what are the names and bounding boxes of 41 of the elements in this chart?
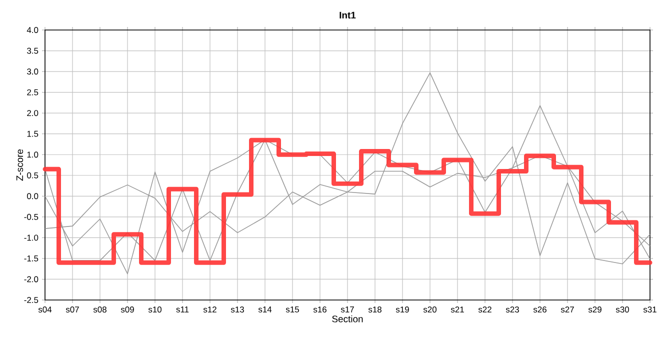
x-tick-label: s30 <box>616 306 629 313</box>
x-tick-label: s08 <box>93 306 106 313</box>
y-tick-label: -2.0 <box>24 276 38 282</box>
x-tick-label: s13 <box>230 306 244 313</box>
y-axis-title: Z-score <box>16 149 24 181</box>
line-series <box>44 72 650 274</box>
y-tick-label: 0.5 <box>27 172 38 178</box>
y-tick-label: -1.5 <box>24 256 38 262</box>
y-tick-label: 1.5 <box>27 130 38 137</box>
x-tick-label: s11 <box>176 306 189 312</box>
x-tick-label: s31 <box>643 306 656 313</box>
y-tick-label: -0.5 <box>24 214 38 220</box>
x-tick-label: s23 <box>506 306 519 313</box>
x-tick-label: s29 <box>588 306 602 313</box>
x-tick-label: s04 <box>38 306 52 313</box>
x-tick-label: s19 <box>396 306 409 313</box>
x-tick-label: s09 <box>120 306 134 313</box>
y-tick-label: -2.5 <box>24 297 38 303</box>
y-tick-label: 3.5 <box>27 48 38 54</box>
chart-title: Int1 <box>340 12 356 18</box>
y-tick-label: 0.0 <box>27 193 38 200</box>
x-tick-label: s17 <box>340 306 354 312</box>
x-tick-label: s26 <box>533 306 546 313</box>
y-tick-label: 2.0 <box>27 110 38 116</box>
x-tick-label: s22 <box>478 306 492 313</box>
x-tick-label: s12 <box>203 306 216 313</box>
x-tick-label: s18 <box>368 306 382 313</box>
x-tick-label: s27 <box>560 306 574 313</box>
x-tick-label: s14 <box>258 306 272 312</box>
x-tick-label: s20 <box>423 306 436 313</box>
x-tick-label: s15 <box>286 306 299 312</box>
y-tick-label: 2.5 <box>27 89 38 96</box>
y-tick-label: 4.0 <box>26 27 38 33</box>
y-tick-label: 1.0 <box>27 152 38 158</box>
x-axis-title: Section <box>332 315 363 322</box>
x-tick-label: s10 <box>148 306 162 313</box>
x-tick-label: s07 <box>66 306 79 313</box>
y-tick-label: -1.0 <box>24 234 38 241</box>
y-tick-label: 3.0 <box>27 68 38 75</box>
x-tick-label: s16 <box>313 306 326 313</box>
x-tick-label: s21 <box>450 306 464 313</box>
